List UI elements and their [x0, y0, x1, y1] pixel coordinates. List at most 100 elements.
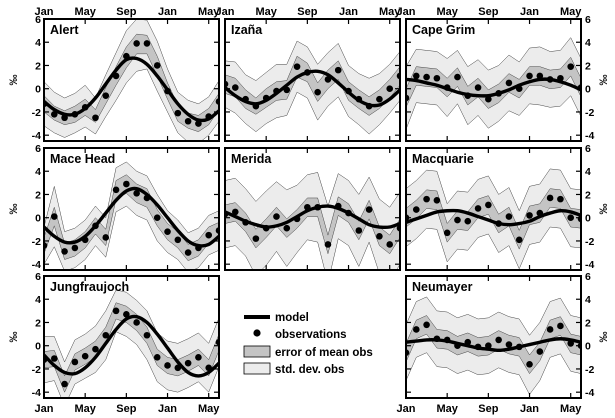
observation-point: [495, 336, 502, 344]
observation-point: [536, 72, 544, 80]
y-tick-label: -2: [32, 107, 41, 119]
observation-point: [515, 236, 523, 244]
observation-point: [81, 352, 89, 360]
observation-point: [495, 90, 502, 97]
observation-point: [546, 76, 554, 83]
y-tick-label: 2: [585, 317, 591, 329]
y-tick-label: 4: [35, 166, 41, 178]
observation-point: [505, 341, 513, 348]
x-tick-label: Jan: [158, 403, 177, 415]
y-tick-label: -4: [32, 387, 41, 399]
legend-error-swatch: [243, 345, 271, 358]
observation-point: [50, 355, 58, 362]
x-tick-label: Jan: [520, 403, 539, 415]
panel-neumayer: Neumayer 6 4 2 0 -2 -4 ‰ Jan May Sep Jan May: [397, 271, 610, 415]
panel-title: Izaña: [231, 23, 263, 37]
y-axis-label: ‰: [598, 75, 610, 86]
y-tick-label: 0: [35, 341, 41, 353]
observation-point: [386, 241, 394, 248]
observation-point: [252, 102, 260, 110]
observation-point: [195, 244, 202, 252]
legend-observations-marker: [253, 329, 261, 337]
y-tick-label: -2: [32, 236, 41, 248]
y-axis-label: ‰: [8, 75, 20, 86]
y-axis-label: ‰: [8, 204, 20, 215]
observation-point: [423, 195, 430, 203]
x-tick-label: May: [198, 6, 220, 18]
x-tick-label: May: [560, 6, 582, 18]
observation-point: [143, 194, 151, 202]
x-tick-label: Jan: [216, 6, 235, 18]
observation-point: [443, 84, 451, 91]
panel-merida: Merida: [224, 147, 401, 271]
observation-point: [334, 66, 342, 74]
observation-point: [433, 335, 441, 343]
observation-point: [164, 87, 171, 95]
observation-point: [71, 244, 79, 252]
x-tick-label: May: [74, 6, 96, 18]
observation-point: [454, 73, 461, 81]
y-tick-label: 0: [35, 84, 41, 96]
observation-point: [454, 216, 461, 224]
x-tick-label: Jan: [158, 6, 177, 18]
observation-point: [386, 85, 394, 93]
observation-point: [433, 196, 441, 204]
y-tick-label: -4: [585, 259, 594, 271]
observation-point: [464, 338, 472, 346]
observation-point: [242, 95, 249, 103]
x-tick-label: May: [436, 403, 458, 415]
y-tick-label: -4: [585, 130, 594, 142]
x-tick-label: Jan: [35, 6, 54, 18]
observation-point: [314, 203, 321, 211]
observation-point: [412, 326, 420, 333]
observation-point: [567, 340, 575, 347]
observation-point: [365, 102, 373, 110]
observation-point: [133, 190, 140, 197]
y-tick-label: 2: [35, 189, 41, 201]
x-tick-label: May: [436, 6, 458, 18]
panel-plot-area: [225, 40, 400, 135]
y-tick-label: 6: [585, 14, 591, 26]
y-tick-label: 2: [585, 60, 591, 72]
observation-point: [314, 88, 321, 96]
observation-point: [283, 86, 291, 94]
model-line: [44, 314, 219, 378]
observation-point: [153, 62, 161, 69]
observation-point: [133, 319, 140, 326]
y-tick-label: 0: [585, 84, 591, 96]
observation-point: [304, 203, 311, 211]
y-tick-label: -4: [32, 130, 41, 142]
observation-point: [242, 219, 249, 226]
observation-point: [412, 206, 420, 213]
observation-point: [474, 343, 482, 351]
panel-jungfraujoch: Jungfraujoch 6 4 2 0 -2 -4 ‰ Jan May Sep Jan May: [8, 271, 220, 415]
observation-point: [123, 180, 130, 188]
panel-cape-grim: Cape Grim 6 4 2 0 -2 -4 ‰ Jan May Sep Jan May: [397, 6, 610, 142]
observation-point: [423, 73, 430, 81]
observation-point: [184, 359, 192, 367]
observation-point: [61, 248, 68, 255]
observation-point: [92, 222, 99, 230]
observation-point: [557, 74, 564, 82]
y-tick-label: 4: [35, 37, 41, 49]
x-tick-label: Jan: [339, 6, 358, 18]
x-tick-label: May: [379, 6, 401, 18]
observation-point: [412, 72, 420, 80]
observation-point: [184, 249, 192, 256]
panel-frame: [405, 18, 582, 142]
y-tick-label: 4: [35, 294, 41, 306]
y-tick-label: 4: [585, 166, 591, 178]
observation-point: [184, 117, 192, 125]
observation-point: [485, 342, 492, 350]
error-band: [406, 315, 581, 375]
x-tick-label: Jan: [397, 6, 416, 18]
legend-error-label: error of mean obs: [275, 347, 373, 359]
observation-point: [324, 76, 332, 83]
y-tick-label: 4: [585, 37, 591, 49]
observation-point: [567, 214, 575, 222]
observation-point: [557, 195, 564, 203]
observation-point: [195, 354, 202, 361]
observation-point: [376, 95, 383, 103]
observation-point: [262, 224, 270, 232]
